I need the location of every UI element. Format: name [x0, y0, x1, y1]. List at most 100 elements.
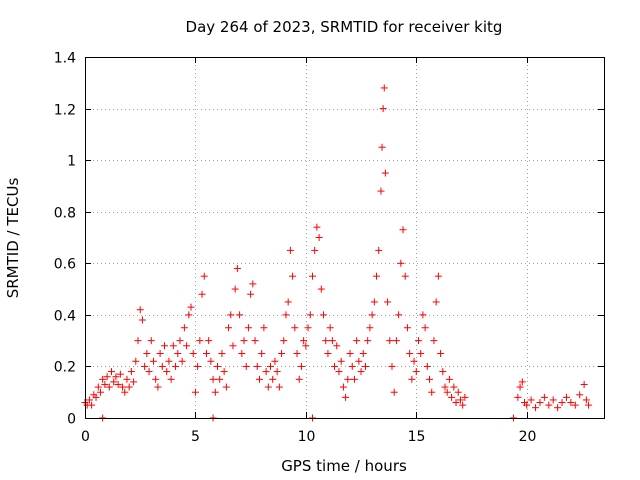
data-point: [576, 391, 584, 399]
data-point: [386, 337, 394, 345]
data-point: [293, 350, 301, 358]
data-point: [202, 350, 210, 358]
data-point: [253, 362, 261, 370]
data-point: [317, 285, 325, 293]
data-point: [275, 383, 283, 391]
data-point: [315, 234, 323, 241]
data-point: [432, 298, 440, 306]
data-point: [536, 399, 544, 407]
data-point: [154, 383, 162, 391]
data-point: [364, 337, 372, 345]
data-point: [174, 350, 182, 358]
data-point: [357, 368, 365, 376]
data-point: [156, 350, 164, 358]
data-point: [244, 324, 252, 332]
y-tick-label: 0.6: [54, 257, 76, 273]
data-point: [532, 404, 540, 412]
data-point: [567, 399, 575, 407]
data-point: [143, 350, 151, 358]
data-point: [331, 362, 339, 370]
data-point: [417, 350, 425, 358]
data-point: [437, 350, 445, 358]
data-point: [218, 350, 226, 358]
data-point: [169, 342, 177, 350]
data-point: [410, 357, 418, 365]
data-point: [92, 393, 100, 401]
y-tick-label: 0: [67, 412, 76, 428]
data-point: [216, 375, 224, 383]
data-point: [291, 324, 299, 332]
data-point: [280, 337, 288, 345]
data-point: [397, 259, 405, 267]
data-point: [459, 401, 467, 409]
data-point: [562, 393, 570, 401]
data-point: [350, 375, 358, 383]
data-point: [306, 311, 314, 319]
data-point: [297, 362, 305, 370]
y-tick-label: 0.2: [54, 360, 76, 376]
data-point: [189, 350, 197, 358]
data-point: [187, 303, 195, 311]
data-point: [229, 342, 237, 350]
data-point: [461, 393, 469, 401]
data-point: [366, 324, 374, 332]
y-tick-label: 0.4: [54, 309, 76, 325]
data-point: [379, 105, 387, 113]
data-point: [180, 324, 188, 332]
data-point: [185, 311, 193, 319]
data-point: [408, 375, 416, 383]
data-point: [233, 264, 241, 272]
data-point: [85, 396, 93, 404]
data-point: [255, 375, 263, 383]
data-point: [346, 350, 354, 358]
data-point: [339, 383, 347, 391]
data-point: [443, 388, 451, 396]
data-point: [518, 378, 526, 386]
data-point: [119, 383, 127, 391]
data-point: [194, 362, 202, 370]
data-point: [582, 396, 590, 404]
data-point: [320, 311, 328, 319]
data-point: [282, 311, 290, 319]
data-point: [423, 362, 431, 370]
data-point: [214, 362, 222, 370]
y-axis-label: SRMTID / TECUs: [4, 178, 22, 299]
data-point: [428, 388, 436, 396]
data-point: [580, 380, 588, 388]
data-point: [342, 393, 350, 401]
data-point: [399, 226, 407, 234]
data-point: [540, 393, 548, 401]
data-point: [373, 272, 381, 280]
data-point: [348, 362, 356, 370]
y-tick-label: 1.4: [54, 51, 76, 67]
data-point: [585, 401, 593, 409]
data-point: [141, 362, 149, 370]
data-point: [284, 298, 292, 306]
data-point: [375, 246, 383, 254]
data-point: [205, 337, 213, 345]
data-point: [198, 290, 206, 298]
data-point: [167, 375, 175, 383]
data-point: [516, 383, 524, 391]
data-points: [81, 84, 593, 422]
data-point: [456, 396, 464, 404]
data-point: [381, 169, 389, 177]
data-point: [191, 388, 199, 396]
data-point: [152, 375, 160, 383]
data-point: [368, 311, 376, 319]
x-tick-label: 10: [298, 429, 316, 445]
data-point: [450, 383, 458, 391]
data-point: [302, 342, 310, 350]
plot-frame: [85, 57, 605, 419]
chart-title: Day 264 of 2023, SRMTID for receiver kit…: [186, 18, 503, 36]
data-point: [132, 357, 140, 365]
data-point: [430, 337, 438, 345]
data-point: [273, 368, 281, 376]
data-point: [209, 375, 217, 383]
data-point: [211, 388, 219, 396]
data-point: [313, 223, 321, 231]
data-point: [262, 368, 270, 376]
data-point: [439, 368, 447, 376]
data-point: [88, 401, 96, 409]
data-point: [183, 342, 191, 350]
